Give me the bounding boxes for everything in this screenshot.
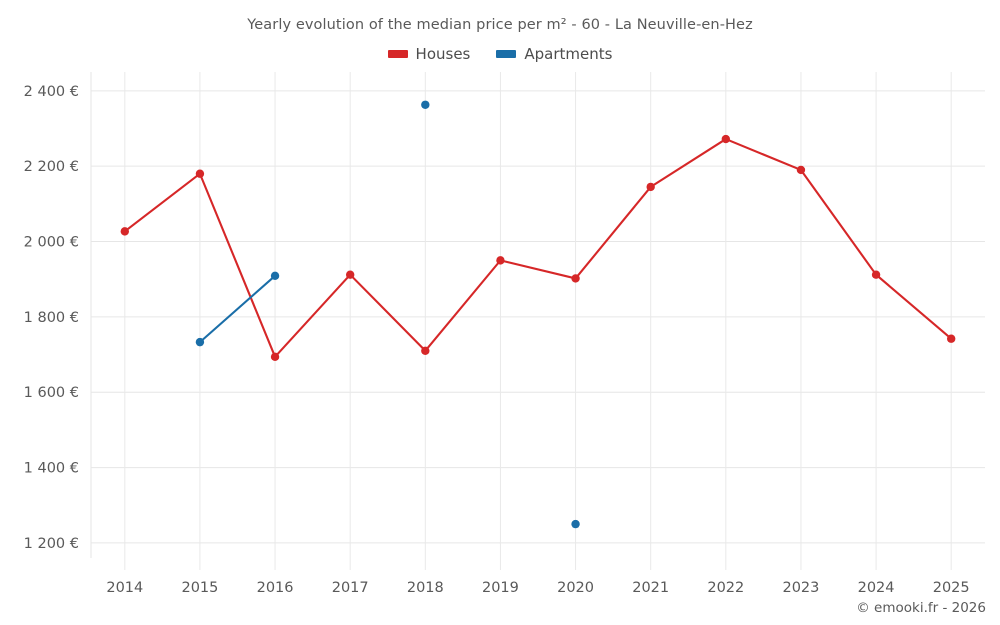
data-point-apartments-2016[interactable] <box>270 271 280 281</box>
y-axis-tick-label: 1 600 € <box>24 385 79 401</box>
series-line-houses <box>123 138 953 358</box>
x-axis-tick-label: 2018 <box>407 580 444 596</box>
y-axis-tick-label: 2 200 € <box>24 159 79 175</box>
x-axis-tick-label: 2019 <box>482 580 519 596</box>
data-point-houses-2022[interactable] <box>721 134 731 144</box>
data-point-apartments-2020[interactable] <box>571 519 580 529</box>
x-axis-tick-label: 2020 <box>557 580 594 596</box>
y-axis-tick-label: 1 400 € <box>24 461 79 477</box>
x-axis-tick-label: 2024 <box>858 580 895 596</box>
data-point-houses-2025[interactable] <box>946 334 956 343</box>
data-point-houses-2020[interactable] <box>571 274 580 283</box>
y-axis-tick-label: 2 400 € <box>24 84 79 100</box>
x-axis-tick-label: 2015 <box>181 580 218 596</box>
data-point-houses-2016[interactable] <box>270 352 280 362</box>
chart-title: Yearly evolution of the median price per… <box>247 17 753 33</box>
chart-legend: Houses Apartments <box>0 45 1000 63</box>
legend-item-apartments[interactable]: Apartments <box>496 45 612 63</box>
data-point-houses-2019[interactable] <box>496 256 505 265</box>
legend-swatch-houses <box>387 50 408 58</box>
legend-label-apartments: Apartments <box>524 45 613 63</box>
legend-label-houses: Houses <box>415 45 471 63</box>
data-point-houses-2018[interactable] <box>421 346 430 355</box>
data-point-apartments-2018[interactable] <box>421 100 430 109</box>
x-axis-tick-label: 2022 <box>707 580 744 596</box>
series-line-apartments <box>198 274 277 344</box>
data-point-houses-2023[interactable] <box>796 165 806 175</box>
data-point-houses-2024[interactable] <box>871 270 881 279</box>
x-axis-tick-label: 2014 <box>106 580 143 596</box>
x-axis-tick-label: 2023 <box>782 580 819 596</box>
y-axis-tick-label: 1 200 € <box>24 536 79 552</box>
legend-item-houses[interactable]: Houses <box>387 45 471 63</box>
x-axis-tick-label: 2016 <box>257 580 294 596</box>
copyright-credit: © emooki.fr - 2026 <box>856 600 986 616</box>
data-point-houses-2017[interactable] <box>345 270 355 279</box>
data-point-houses-2014[interactable] <box>120 227 130 236</box>
data-point-apartments-2015[interactable] <box>195 337 205 347</box>
legend-swatch-apartments <box>496 50 517 58</box>
x-axis-tick-label: 2021 <box>632 580 669 596</box>
data-point-houses-2015[interactable] <box>195 169 205 178</box>
y-axis-tick-label: 1 800 € <box>24 310 79 326</box>
data-point-houses-2021[interactable] <box>646 182 655 192</box>
x-axis-tick-label: 2017 <box>332 580 369 596</box>
x-axis-tick-label: 2025 <box>933 580 970 596</box>
y-axis-tick-label: 2 000 € <box>24 235 79 251</box>
